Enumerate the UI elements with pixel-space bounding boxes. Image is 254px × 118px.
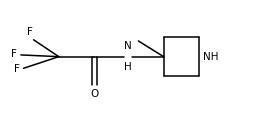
Text: O: O	[90, 89, 98, 99]
Text: N: N	[124, 41, 132, 51]
Text: F: F	[14, 65, 20, 74]
Text: F: F	[11, 49, 17, 59]
Text: H: H	[124, 62, 132, 72]
Text: F: F	[27, 27, 33, 37]
Text: NH: NH	[203, 52, 218, 62]
